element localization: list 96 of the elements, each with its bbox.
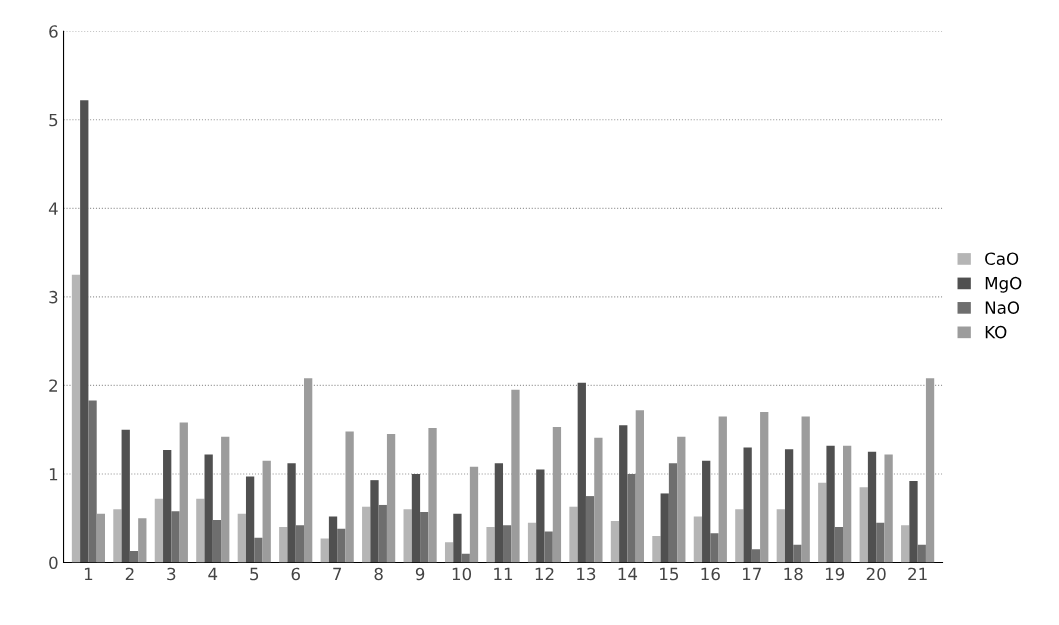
bar	[237, 513, 246, 563]
legend-label: CaO	[985, 252, 1019, 266]
x-tick-label: 1	[84, 567, 93, 581]
bar	[569, 506, 578, 563]
x-tick-label: 2	[125, 567, 134, 581]
bar	[793, 544, 802, 563]
bar	[751, 549, 761, 563]
x-tick-label: 18	[784, 567, 803, 581]
bar	[818, 482, 827, 563]
bar	[486, 527, 495, 563]
bar	[901, 525, 910, 563]
bar	[320, 538, 329, 563]
x-tick-label: 16	[701, 567, 720, 581]
bar	[403, 509, 412, 563]
x-tick-label: 8	[374, 567, 383, 581]
bar	[212, 520, 222, 563]
bar	[660, 493, 669, 563]
bar	[154, 498, 164, 563]
x-tick-label: 3	[167, 567, 176, 581]
bar	[254, 537, 263, 563]
bar	[577, 382, 586, 563]
y-tick-label: 3	[49, 290, 58, 304]
bar	[337, 528, 346, 563]
bar	[279, 527, 288, 563]
x-tick-label: 5	[250, 567, 259, 581]
legend-label: NaO	[985, 301, 1020, 314]
bar	[80, 100, 89, 563]
bar	[917, 544, 926, 563]
bar	[834, 527, 843, 563]
bar	[71, 274, 81, 563]
x-tick-label: 20	[866, 567, 886, 581]
legend-label: KO	[985, 325, 1007, 339]
bar	[411, 473, 421, 563]
bar	[619, 425, 628, 563]
y-tick-label: 2	[49, 379, 58, 392]
bar	[129, 550, 139, 563]
bar	[295, 525, 305, 563]
bar	[693, 516, 703, 563]
bar	[876, 522, 885, 563]
x-tick-label: 4	[208, 567, 218, 581]
bar	[702, 460, 711, 563]
y-tick-label: 4	[48, 202, 58, 215]
bar	[826, 445, 835, 563]
bar	[503, 525, 512, 563]
x-tick-label: 15	[660, 567, 679, 581]
legend-label: MgO	[985, 276, 1022, 293]
bar	[735, 509, 744, 563]
x-tick-label: 12	[535, 567, 554, 581]
bar	[536, 469, 545, 563]
bar	[163, 450, 172, 563]
x-tick-label: 6	[291, 567, 300, 581]
bar	[121, 429, 130, 563]
bar	[652, 535, 661, 563]
bar	[710, 533, 719, 563]
bar	[527, 522, 537, 563]
bar	[113, 509, 122, 563]
bar	[138, 518, 147, 563]
y-tick-label: 1	[49, 468, 58, 481]
bar	[245, 476, 255, 563]
bar	[287, 463, 296, 563]
bar	[171, 511, 180, 563]
bar	[859, 487, 868, 563]
bar	[196, 498, 205, 563]
x-tick-label: 11	[494, 567, 513, 581]
x-tick-label: 17	[743, 567, 761, 581]
bar	[909, 481, 918, 563]
bar	[776, 509, 785, 563]
bar	[328, 516, 338, 563]
bar	[743, 447, 752, 563]
bar	[867, 451, 877, 563]
bar	[378, 504, 387, 563]
x-tick-label: 9	[415, 567, 425, 581]
x-tick-label: 7	[333, 567, 342, 581]
y-tick-label: 5	[49, 113, 58, 127]
bar	[420, 512, 429, 563]
y-tick-label: 6	[49, 25, 58, 38]
bar	[96, 513, 105, 563]
bar	[444, 542, 454, 563]
x-tick-label: 19	[825, 567, 845, 581]
x-tick-label: 14	[618, 567, 638, 581]
bar	[453, 513, 462, 563]
bar	[544, 531, 553, 563]
bar	[585, 496, 595, 563]
bar	[610, 520, 620, 563]
bar	[370, 480, 379, 563]
y-tick-label: 0	[49, 556, 58, 570]
bar	[88, 400, 97, 563]
x-tick-label: 21	[908, 567, 927, 581]
bar	[494, 463, 504, 563]
bar	[204, 454, 213, 563]
bar	[362, 506, 371, 563]
bar	[627, 473, 636, 563]
x-tick-label: 10	[452, 567, 472, 581]
bar	[784, 449, 794, 563]
bar	[668, 463, 678, 563]
x-tick-label: 13	[577, 567, 596, 581]
